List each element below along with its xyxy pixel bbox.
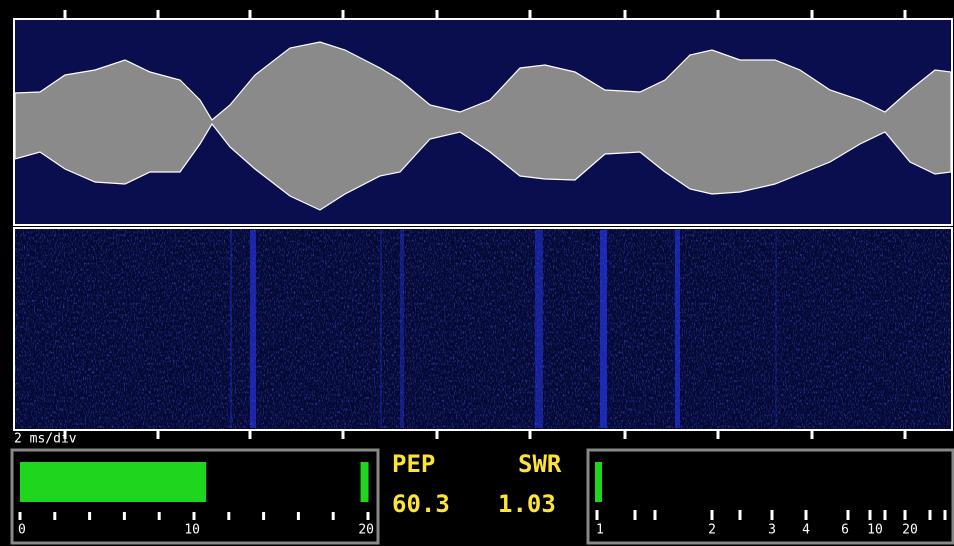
- swr-scale-label: 1: [596, 523, 604, 538]
- bottom-ticks: [63, 431, 907, 439]
- swr-tick: [595, 510, 599, 520]
- swr-tick: [770, 510, 774, 520]
- peak-marker: [360, 462, 369, 502]
- waveform-envelope: [14, 41, 952, 211]
- swr-value: 1.03: [498, 490, 556, 518]
- swr-scale-label: 10: [867, 523, 883, 538]
- power-tick: [366, 512, 370, 520]
- div-tick: [528, 10, 532, 18]
- top-ticks: [63, 10, 907, 18]
- div-tick: [248, 431, 252, 439]
- power-tick: [53, 512, 57, 520]
- waterfall-streaks: [230, 230, 777, 428]
- power-tick: [18, 512, 22, 520]
- streak: [675, 230, 680, 428]
- div-tick: [810, 431, 814, 439]
- div-tick: [156, 10, 160, 18]
- streak: [400, 230, 404, 428]
- pep-value: 60.3: [392, 490, 450, 518]
- power-scale-label: 10: [184, 523, 200, 538]
- streak: [600, 230, 607, 428]
- timebase-label: 2 ms/div: [14, 432, 77, 447]
- power-tick: [157, 512, 161, 520]
- streak: [230, 230, 232, 428]
- swr-scale-label: 3: [768, 523, 776, 538]
- power-scale-label: 0: [18, 523, 26, 538]
- streak: [250, 230, 256, 428]
- power-tick: [88, 512, 92, 520]
- swr-tick: [738, 510, 742, 520]
- swr-bar: [595, 462, 602, 502]
- power-tick: [331, 512, 335, 520]
- streak: [380, 230, 382, 428]
- streak: [535, 230, 543, 428]
- swr-tick: [804, 510, 808, 520]
- swr-tick: [868, 510, 872, 520]
- div-tick: [716, 431, 720, 439]
- swr-tick: [846, 510, 850, 520]
- swr-tick: [633, 510, 637, 520]
- streak: [775, 230, 777, 428]
- power-tick: [262, 512, 266, 520]
- div-tick: [248, 10, 252, 18]
- div-tick: [63, 10, 67, 18]
- div-tick: [156, 431, 160, 439]
- power-tick: [227, 512, 231, 520]
- power-tick: [122, 512, 126, 520]
- swr-label: SWR: [518, 450, 562, 478]
- swr-scale-label: 20: [902, 523, 918, 538]
- div-tick: [623, 431, 627, 439]
- div-tick: [810, 10, 814, 18]
- div-tick: [623, 10, 627, 18]
- div-tick: [341, 10, 345, 18]
- div-tick: [435, 10, 439, 18]
- swr-tick: [653, 510, 657, 520]
- div-tick: [341, 431, 345, 439]
- swr-tick: [710, 510, 714, 520]
- swr-tick: [928, 510, 932, 520]
- div-tick: [63, 431, 67, 439]
- swr-tick: [883, 510, 887, 520]
- meter-marks: 0 10 20 1 2 3 4 6 10 20: [18, 462, 947, 538]
- div-tick: [903, 10, 907, 18]
- swr-scale-label: 2: [708, 523, 716, 538]
- div-tick: [528, 431, 532, 439]
- div-tick: [435, 431, 439, 439]
- div-tick: [903, 431, 907, 439]
- pep-label: PEP: [392, 450, 435, 478]
- waterfall-noise: [15, 229, 951, 429]
- swr-tick: [903, 510, 907, 520]
- swr-scale-label: 4: [802, 523, 810, 538]
- power-scale-label: 20: [358, 523, 374, 538]
- div-tick: [716, 10, 720, 18]
- power-bar: [20, 462, 207, 502]
- power-tick: [296, 512, 300, 520]
- swr-meter: [586, 448, 954, 545]
- swr-tick: [943, 510, 947, 520]
- power-tick: [192, 512, 196, 520]
- swr-scale-label: 6: [841, 523, 849, 538]
